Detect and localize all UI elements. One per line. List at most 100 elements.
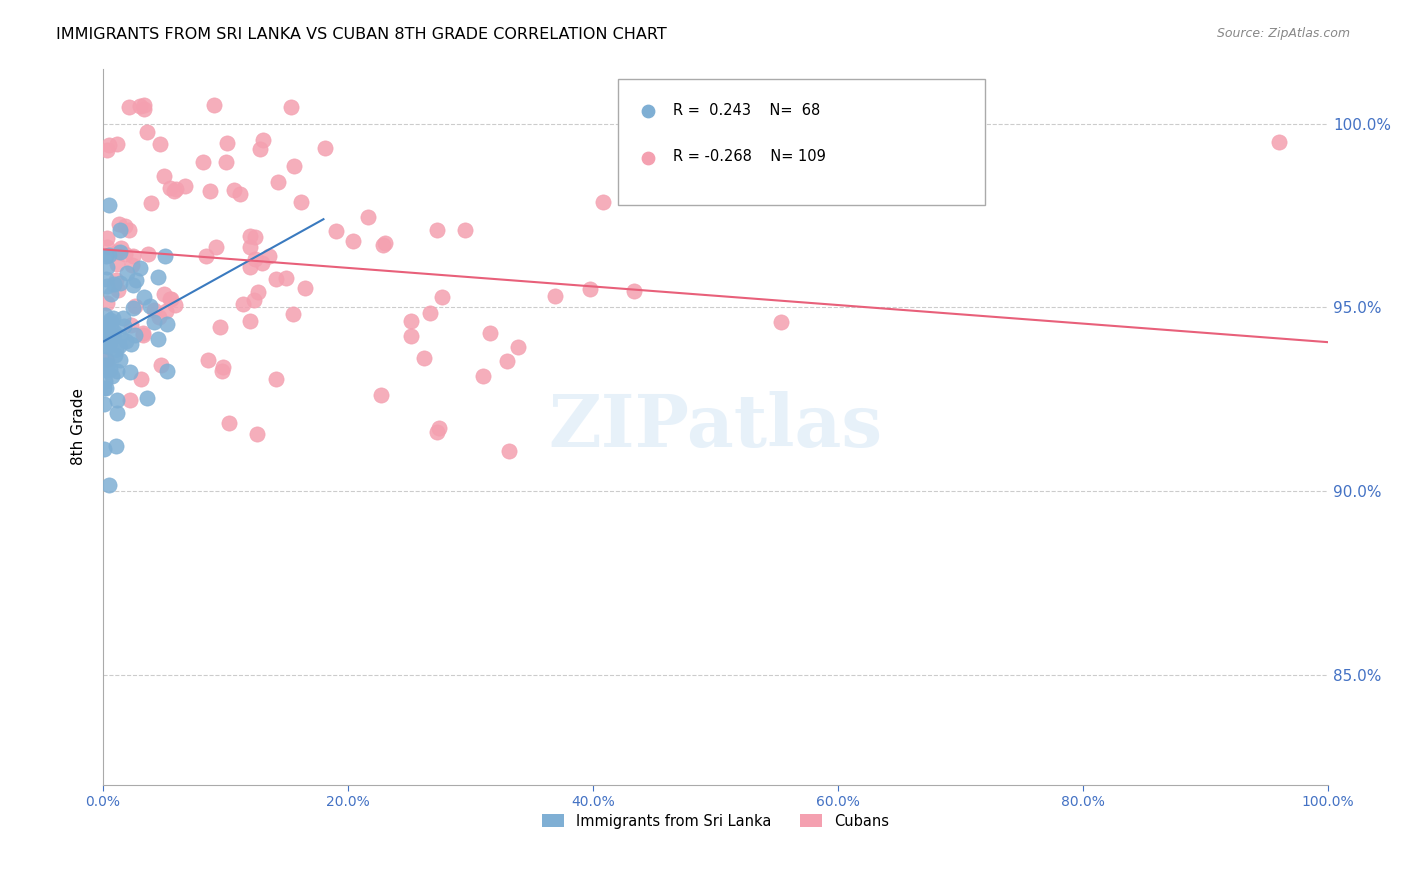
Text: R = -0.268    N= 109: R = -0.268 N= 109 bbox=[672, 149, 825, 164]
Cubans bbox=[249, 142, 271, 156]
Cubans bbox=[105, 258, 128, 272]
Cubans bbox=[239, 314, 262, 328]
Text: Source: ZipAtlas.com: Source: ZipAtlas.com bbox=[1216, 27, 1350, 40]
Cubans bbox=[479, 326, 502, 341]
Cubans bbox=[427, 421, 450, 435]
Cubans bbox=[412, 351, 434, 365]
Cubans bbox=[325, 224, 347, 238]
Immigrants from Sri Lanka bbox=[108, 223, 131, 237]
Immigrants from Sri Lanka bbox=[94, 308, 117, 322]
Cubans bbox=[200, 185, 222, 199]
Cubans bbox=[143, 302, 166, 317]
Immigrants from Sri Lanka bbox=[139, 299, 162, 313]
Immigrants from Sri Lanka bbox=[96, 339, 118, 353]
Cubans bbox=[252, 133, 274, 147]
Cubans bbox=[136, 246, 159, 260]
Cubans bbox=[243, 293, 266, 307]
Cubans bbox=[153, 287, 176, 301]
Cubans bbox=[579, 282, 602, 296]
Cubans bbox=[104, 272, 127, 286]
Cubans bbox=[129, 371, 152, 385]
Cubans bbox=[239, 240, 262, 254]
Cubans bbox=[163, 298, 186, 312]
Immigrants from Sri Lanka bbox=[93, 318, 115, 332]
Cubans bbox=[232, 297, 254, 311]
Immigrants from Sri Lanka bbox=[98, 477, 121, 491]
Cubans bbox=[159, 181, 181, 195]
Cubans bbox=[283, 307, 305, 321]
Immigrants from Sri Lanka bbox=[96, 358, 118, 372]
Immigrants from Sri Lanka bbox=[108, 276, 131, 290]
Cubans bbox=[250, 256, 273, 270]
Immigrants from Sri Lanka bbox=[97, 318, 120, 332]
Immigrants from Sri Lanka bbox=[111, 310, 134, 325]
Cubans bbox=[163, 184, 186, 198]
Cubans bbox=[107, 283, 129, 297]
Immigrants from Sri Lanka bbox=[100, 369, 122, 384]
Cubans bbox=[96, 296, 118, 310]
Immigrants from Sri Lanka bbox=[120, 365, 142, 379]
Immigrants from Sri Lanka bbox=[108, 353, 131, 368]
Immigrants from Sri Lanka bbox=[93, 317, 115, 331]
Immigrants from Sri Lanka bbox=[98, 248, 121, 262]
Y-axis label: 8th Grade: 8th Grade bbox=[72, 388, 86, 465]
Cubans bbox=[191, 155, 214, 169]
Cubans bbox=[120, 318, 142, 332]
Cubans bbox=[498, 444, 520, 458]
Immigrants from Sri Lanka bbox=[146, 332, 169, 346]
Cubans bbox=[264, 372, 287, 386]
Cubans bbox=[592, 195, 614, 210]
Cubans bbox=[215, 136, 238, 151]
Cubans bbox=[110, 241, 132, 255]
Immigrants from Sri Lanka bbox=[114, 334, 136, 348]
Legend: Immigrants from Sri Lanka, Cubans: Immigrants from Sri Lanka, Cubans bbox=[536, 808, 894, 835]
Immigrants from Sri Lanka bbox=[105, 364, 128, 378]
Cubans bbox=[132, 98, 155, 112]
Cubans bbox=[245, 230, 267, 244]
Cubans bbox=[245, 252, 267, 267]
Cubans bbox=[544, 289, 567, 303]
Immigrants from Sri Lanka bbox=[97, 198, 120, 212]
Cubans bbox=[496, 353, 519, 368]
Cubans bbox=[239, 229, 262, 244]
Cubans bbox=[430, 290, 453, 304]
Cubans bbox=[96, 240, 118, 254]
Immigrants from Sri Lanka bbox=[105, 392, 128, 407]
Immigrants from Sri Lanka bbox=[115, 266, 138, 280]
Cubans bbox=[124, 299, 146, 313]
Cubans bbox=[426, 223, 449, 237]
Cubans bbox=[264, 271, 287, 285]
Cubans bbox=[120, 393, 142, 408]
Immigrants from Sri Lanka bbox=[96, 363, 118, 377]
Cubans bbox=[472, 368, 495, 383]
Immigrants from Sri Lanka bbox=[93, 381, 115, 395]
Immigrants from Sri Lanka bbox=[94, 352, 117, 367]
Cubans bbox=[121, 258, 143, 272]
Text: ZIPatlas: ZIPatlas bbox=[548, 391, 883, 462]
Cubans bbox=[290, 195, 312, 210]
Immigrants from Sri Lanka bbox=[94, 374, 117, 388]
Cubans bbox=[141, 196, 163, 211]
Immigrants from Sri Lanka bbox=[96, 329, 118, 343]
Cubans bbox=[211, 359, 233, 374]
Immigrants from Sri Lanka bbox=[105, 342, 128, 356]
Cubans bbox=[283, 159, 305, 173]
Immigrants from Sri Lanka bbox=[120, 336, 142, 351]
Immigrants from Sri Lanka bbox=[121, 277, 143, 292]
Cubans bbox=[454, 222, 477, 236]
Immigrants from Sri Lanka bbox=[94, 381, 117, 395]
Cubans bbox=[208, 320, 231, 334]
Immigrants from Sri Lanka bbox=[100, 286, 122, 301]
Immigrants from Sri Lanka bbox=[124, 328, 146, 343]
Immigrants from Sri Lanka bbox=[103, 310, 125, 325]
Cubans bbox=[426, 425, 449, 439]
Cubans bbox=[401, 329, 423, 343]
Immigrants from Sri Lanka bbox=[108, 339, 131, 353]
Cubans bbox=[107, 217, 129, 231]
Immigrants from Sri Lanka bbox=[93, 322, 115, 336]
Cubans bbox=[623, 284, 645, 298]
Cubans bbox=[211, 364, 233, 378]
Immigrants from Sri Lanka bbox=[104, 347, 127, 361]
Immigrants from Sri Lanka bbox=[108, 245, 131, 260]
Cubans bbox=[114, 219, 136, 234]
